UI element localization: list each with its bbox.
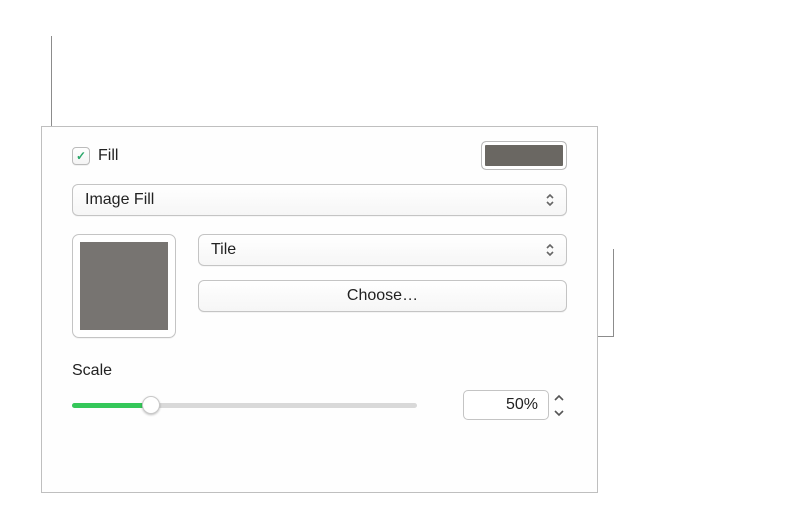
fill-panel: ✓ Fill Image Fill Tile [41,126,598,493]
chevron-down-icon [554,409,564,417]
image-swatch [80,242,168,330]
image-controls: Tile Choose… [198,234,567,338]
choose-button[interactable]: Choose… [198,280,567,312]
stepper [551,390,567,420]
fill-header-row: ✓ Fill [72,141,567,170]
fill-color-well[interactable] [481,141,567,170]
stepper-down[interactable] [551,405,567,420]
fill-type-value: Image Fill [85,191,154,209]
slider-knob[interactable] [142,396,160,414]
fill-checkbox-wrap[interactable]: ✓ Fill [72,147,118,165]
checkmark-icon: ✓ [76,150,86,162]
scale-value-field[interactable]: 50% [463,390,549,420]
tiling-select[interactable]: Tile [198,234,567,266]
slider-track [72,403,417,408]
image-fill-row: Tile Choose… [72,234,567,338]
scale-label: Scale [72,362,567,380]
image-well[interactable] [72,234,176,338]
scale-slider[interactable] [72,395,417,415]
updown-icon [540,189,560,211]
scale-value-text: 50% [506,396,538,414]
chevron-up-icon [554,394,564,402]
tiling-value: Tile [211,241,236,259]
fill-label: Fill [98,147,118,165]
slider-fill [72,403,151,408]
stepper-up[interactable] [551,390,567,405]
choose-button-label: Choose… [347,287,418,305]
updown-icon [540,239,560,261]
scale-value-stepper: 50% [463,390,567,420]
fill-type-row: Image Fill [72,184,567,216]
callout-line-choose-vertical [613,249,614,337]
scale-row: 50% [72,390,567,420]
fill-type-select[interactable]: Image Fill [72,184,567,216]
fill-checkbox[interactable]: ✓ [72,147,90,165]
